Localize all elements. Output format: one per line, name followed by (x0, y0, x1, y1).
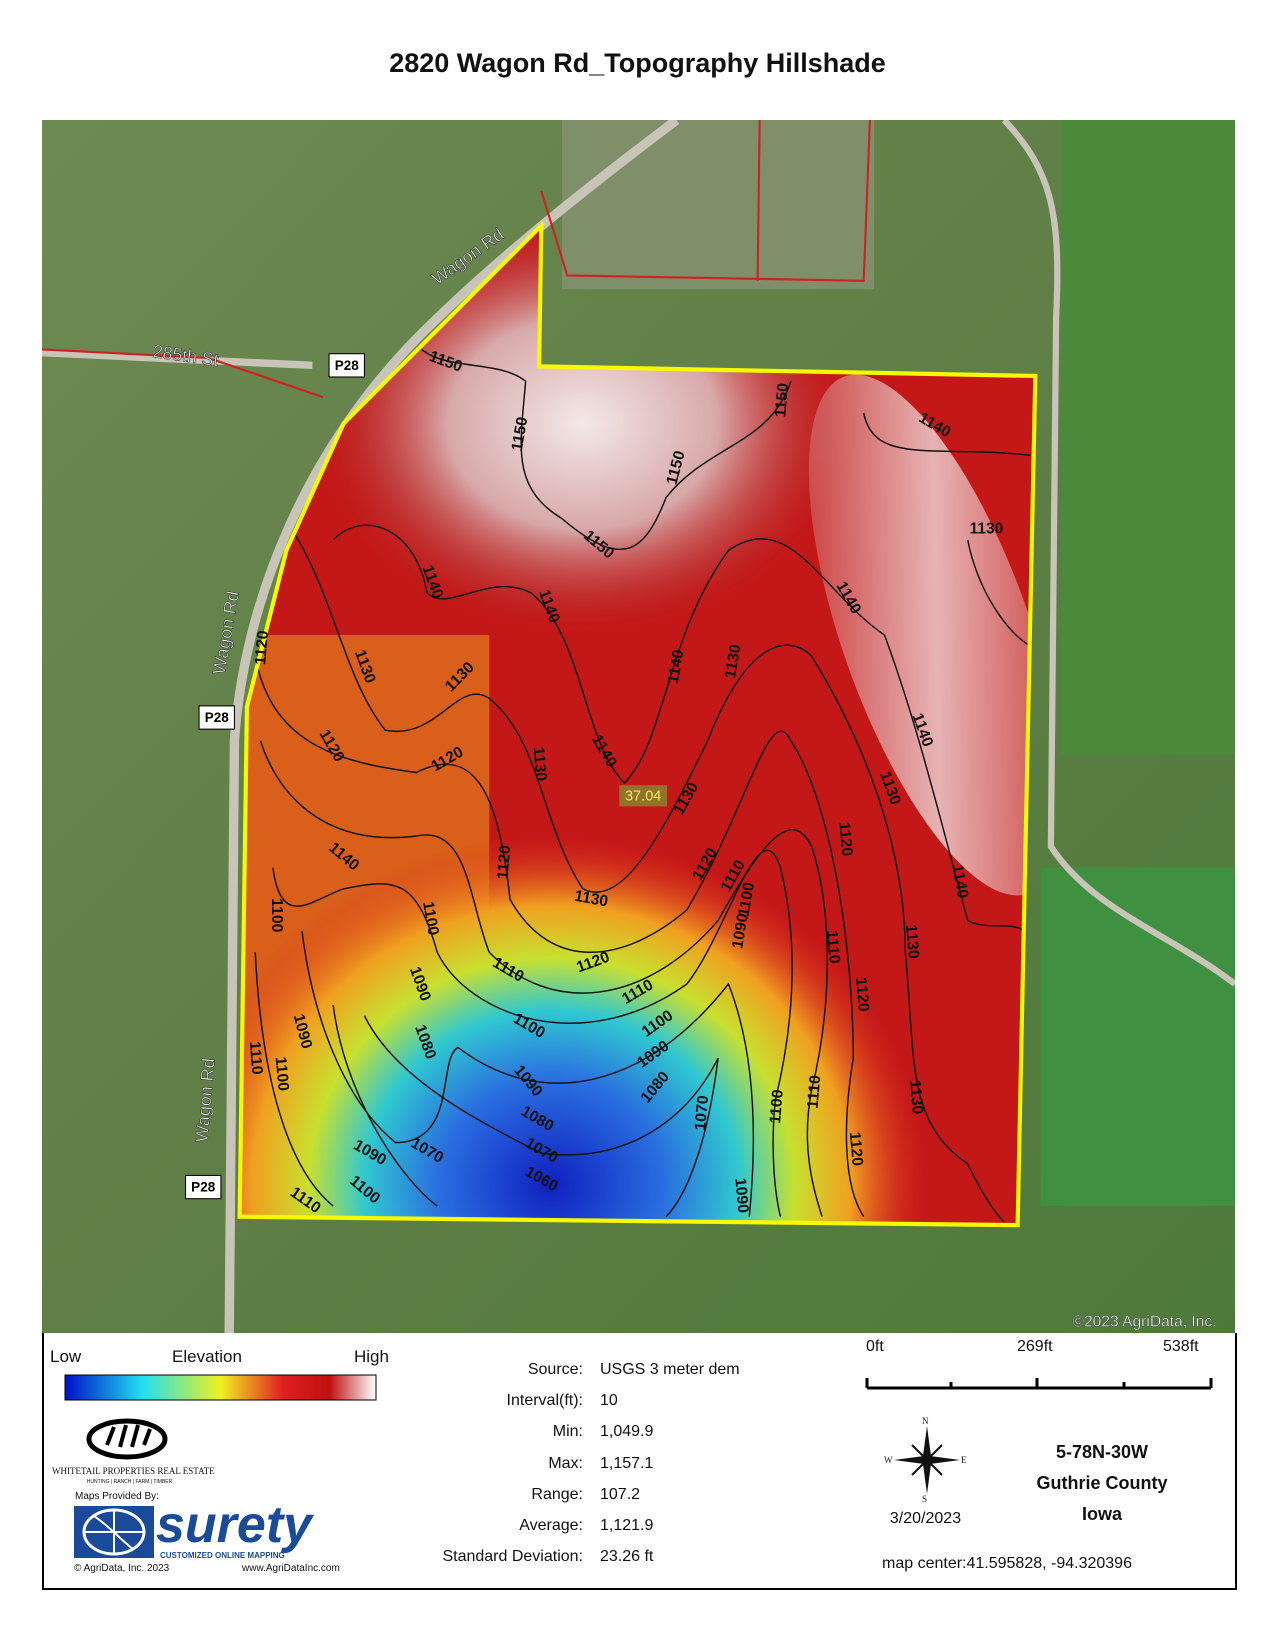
shield (185, 1174, 222, 1200)
compass-e: E (961, 1455, 967, 1465)
location-line: Iowa (1081, 1504, 1122, 1524)
legend-high: High (354, 1347, 389, 1366)
contour-label: 1130 (902, 924, 922, 960)
contour-label: 1100 (767, 1089, 787, 1125)
legend-title: Elevation (172, 1347, 242, 1366)
agridata-url: www.AgriDataInc.com (242, 1563, 340, 1574)
globe-lines (84, 1510, 144, 1554)
contour-label: 1130 (530, 746, 550, 782)
compass-n: N (922, 1416, 929, 1426)
stat-label: Standard Deviation: (442, 1548, 583, 1566)
surety-globe (74, 1506, 154, 1558)
whitetail-logo (86, 1418, 168, 1460)
map-center: map center:41.595828, -94.320396 (882, 1555, 1132, 1572)
contour-label: 1130 (722, 643, 745, 680)
surface-ridge (808, 374, 1036, 896)
contour-label: 1130 (573, 888, 609, 911)
surety-tagline: CUSTOMIZED ONLINE MAPPING (160, 1551, 285, 1560)
shield-label: P28 (205, 710, 229, 725)
acres-box (619, 785, 668, 807)
stat-value: 107.2 (600, 1485, 641, 1503)
contour-label: 1150 (772, 382, 792, 418)
contour-label: 1130 (906, 1079, 926, 1115)
contour-label: 1110 (246, 1041, 266, 1076)
contour-lines (254, 348, 1031, 1223)
contour-label: 1090 (731, 1177, 751, 1214)
logo-mark (86, 1418, 168, 1460)
location-line: Guthrie County (1036, 1473, 1168, 1493)
contour-label: 1100 (419, 900, 442, 937)
stat-value: 1,157.1 (600, 1454, 654, 1472)
surface-low (239, 835, 927, 1226)
agridata-copyright: © AgriData, Inc. 2023 (74, 1563, 170, 1574)
field (1061, 120, 1235, 755)
stat-label: Max: (548, 1454, 583, 1472)
whitetail-name: Whitetail Properties Real Estate (52, 1466, 215, 1476)
compass-w: W (884, 1455, 893, 1465)
stat-value: USGS 3 meter dem (600, 1361, 740, 1378)
contour-label: 1090 (729, 912, 752, 950)
stat-value: 1,121.9 (600, 1517, 654, 1534)
legend-low: Low (50, 1347, 82, 1366)
stat-label: Range: (531, 1485, 583, 1503)
stat-label: Source: (527, 1361, 583, 1378)
contour-label: 1100 (268, 898, 285, 933)
contour-label: 1150 (509, 415, 532, 452)
shield-label: P28 (191, 1180, 215, 1195)
shield (198, 705, 235, 730)
scale-bar (865, 1378, 1213, 1390)
surety-name: surety (156, 1496, 313, 1554)
title: 2820 Wagon Rd_Topography Hillshade (389, 48, 886, 78)
shield (328, 353, 365, 378)
whitetail-tagline: HUNTING | RANCH | FARM | TIMBER (86, 1479, 173, 1485)
stat-label: Average: (519, 1517, 583, 1534)
contour-label: 1110 (805, 1074, 825, 1109)
logo-mark (105, 1424, 152, 1448)
scale-label: 0ft (866, 1338, 884, 1355)
compass-s: S (922, 1494, 928, 1504)
stat-label: Interval(ft): (506, 1392, 583, 1410)
contour-label: 1140 (948, 863, 971, 900)
legend-bar (64, 1374, 377, 1401)
contour-label: 1100 (736, 881, 759, 918)
parcel-boundary (237, 220, 1038, 1228)
scale-label: 538ft (1163, 1338, 1199, 1355)
road (224, 120, 680, 1333)
stat-label: Min: (552, 1423, 583, 1441)
acres-label: 37.04 (625, 789, 661, 805)
contour-label: 1100 (272, 1056, 292, 1092)
contour-label: 1130 (970, 520, 1004, 537)
contour-label: 1120 (495, 844, 515, 880)
contour-label: 1110 (823, 930, 843, 965)
field (562, 120, 875, 290)
field (1040, 867, 1235, 1207)
compass-diagonals (911, 1444, 943, 1476)
map-copyright: ©2023 AgriData, Inc. (1072, 1314, 1216, 1331)
shield-label: P28 (335, 358, 359, 373)
contour-label: 1120 (846, 1131, 866, 1167)
location-line: 5-78N-30W (1055, 1442, 1149, 1462)
contour-label: 1120 (252, 630, 272, 666)
compass (894, 1426, 960, 1494)
stat-value: 10 (600, 1392, 618, 1410)
scale-line (865, 1378, 1213, 1390)
contour-label: 1120 (835, 821, 855, 857)
road (1001, 120, 1235, 987)
stat-value: 1,049.9 (600, 1423, 654, 1441)
stat-value: 23.26 ft (600, 1548, 654, 1566)
provided-by: Maps Provided By: (75, 1491, 159, 1502)
road (42, 348, 313, 370)
date: 3/20/2023 (889, 1510, 962, 1527)
footer (42, 1333, 1237, 1590)
parcel-line (42, 120, 871, 399)
contour-label: 1120 (852, 977, 872, 1013)
contour-label: 1070 (692, 1094, 712, 1131)
scale-label: 269ft (1017, 1338, 1053, 1355)
contour-label: 1140 (665, 648, 688, 685)
legend-gradient (64, 1374, 377, 1401)
